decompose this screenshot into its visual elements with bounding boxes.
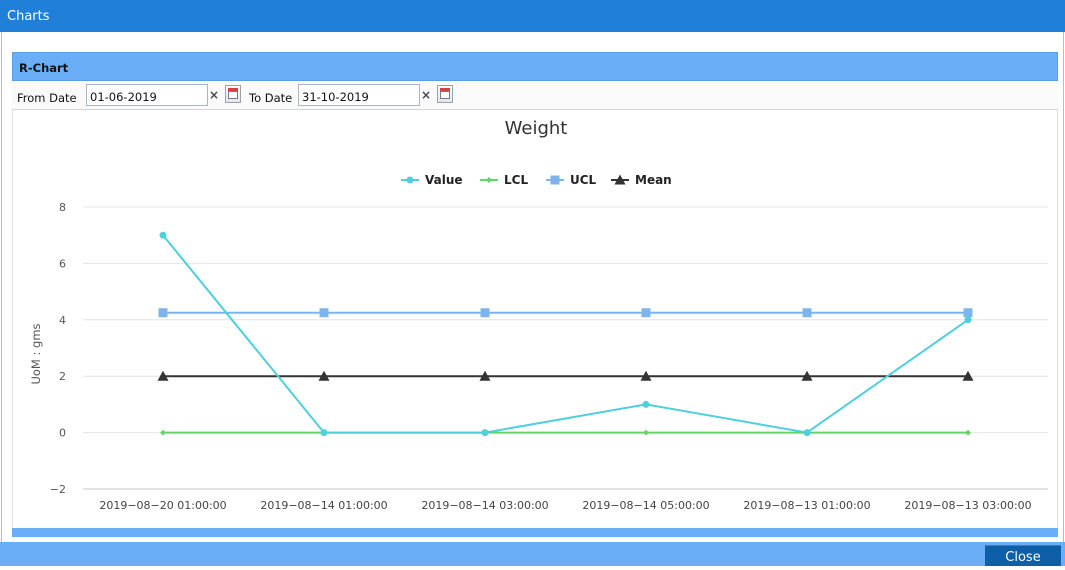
- footer-bar: [0, 542, 1065, 566]
- legend-marker-value: [406, 176, 414, 184]
- from-date-label: From Date: [17, 91, 77, 105]
- legend-label-value: Value: [425, 173, 463, 187]
- close-button[interactable]: Close: [985, 545, 1061, 566]
- point-mean: [318, 370, 330, 381]
- window-titlebar: Charts: [0, 0, 1065, 32]
- to-date-input[interactable]: 31-10-2019: [298, 84, 420, 106]
- panel-header: R-Chart: [12, 52, 1058, 81]
- point-mean: [962, 370, 974, 381]
- legend-marker-mean: [614, 174, 626, 185]
- point-ucl: [802, 308, 812, 318]
- chart-title: Weight: [505, 118, 568, 139]
- panel-bottom-strip: [12, 528, 1058, 537]
- y-tick-label: −2: [50, 483, 66, 496]
- point-mean: [640, 370, 652, 381]
- legend-label-ucl: UCL: [570, 173, 597, 187]
- point-value: [481, 429, 489, 437]
- y-tick-label: 8: [59, 201, 66, 214]
- point-mean: [157, 370, 169, 381]
- y-tick-label: 6: [59, 257, 66, 270]
- point-lcl: [643, 429, 649, 436]
- point-ucl: [963, 308, 973, 318]
- point-value: [320, 429, 328, 437]
- legend-marker-ucl: [550, 175, 560, 185]
- point-ucl: [158, 308, 168, 318]
- point-mean: [801, 370, 813, 381]
- date-filter-bar: From Date 01-06-2019 × To Date 31-10-201…: [12, 81, 1058, 110]
- point-value: [642, 400, 650, 408]
- panel-title: R-Chart: [19, 61, 69, 75]
- point-lcl: [965, 429, 971, 436]
- point-value: [964, 316, 972, 324]
- legend-label-lcl: LCL: [504, 173, 528, 187]
- y-axis-label: UoM : gms: [29, 323, 43, 384]
- y-tick-label: 0: [59, 427, 66, 440]
- point-value: [803, 429, 811, 437]
- point-value: [159, 231, 167, 239]
- point-ucl: [480, 308, 490, 318]
- point-lcl: [160, 429, 166, 436]
- from-date-input[interactable]: 01-06-2019: [86, 84, 208, 106]
- from-date-clear-icon[interactable]: ×: [208, 88, 220, 102]
- chart-area: Weight −2 0 2 4 6 8 UoM : gms 2019−08−20 01:00:0…: [12, 110, 1058, 528]
- y-tick-label: 4: [59, 314, 66, 327]
- x-tick-label: 2019−08−13 03:00:00: [904, 499, 1031, 512]
- to-date-calendar-icon[interactable]: [437, 85, 453, 103]
- x-tick-label: 2019−08−13 01:00:00: [743, 499, 870, 512]
- from-date-calendar-icon[interactable]: [225, 85, 241, 103]
- legend-marker-lcl: [486, 177, 492, 183]
- point-ucl: [641, 308, 651, 318]
- to-date-label: To Date: [249, 91, 293, 105]
- x-tick-label: 2019−08−14 01:00:00: [260, 499, 387, 512]
- r-chart: Weight −2 0 2 4 6 8 UoM : gms 2019−08−20 01:00:0…: [29, 118, 1048, 512]
- point-ucl: [319, 308, 329, 318]
- x-tick-label: 2019−08−14 03:00:00: [421, 499, 548, 512]
- y-tick-label: 2: [59, 370, 66, 383]
- window-title: Charts: [7, 9, 50, 24]
- x-tick-label: 2019−08−20 01:00:00: [99, 499, 226, 512]
- point-mean: [479, 370, 491, 381]
- legend-label-mean: Mean: [635, 173, 672, 187]
- x-tick-label: 2019−08−14 05:00:00: [582, 499, 709, 512]
- to-date-clear-icon[interactable]: ×: [420, 88, 432, 102]
- series-line-value: [162, 234, 969, 434]
